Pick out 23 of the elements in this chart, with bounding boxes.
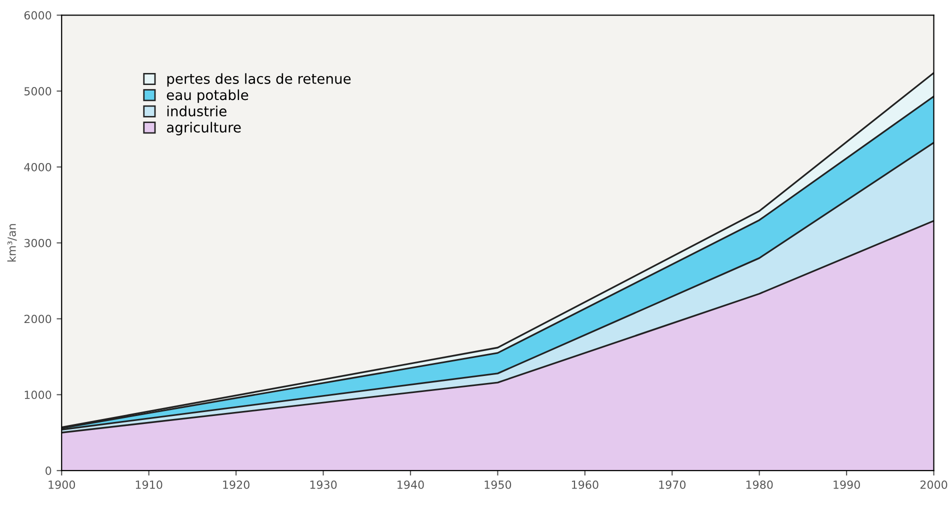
x-tick-label: 1970 [659, 480, 686, 489]
y-tick-label: 3000 [24, 238, 52, 248]
x-tick-label: 1960 [572, 480, 598, 489]
x-tick-label: 1900 [48, 480, 76, 489]
x-tick-label: 1990 [834, 480, 860, 489]
x-tick-label: 1940 [398, 480, 424, 489]
x-tick-label: 2000 [920, 480, 948, 489]
x-tick-label: 1930 [310, 480, 337, 489]
y-tick-label: 1000 [24, 390, 52, 400]
legend-label: eau potable [166, 89, 248, 103]
y-tick-label: 6000 [24, 11, 52, 20]
x-tick-label: 1980 [746, 480, 773, 489]
x-tick-label: 1920 [223, 480, 250, 489]
legend-label: pertes des lacs de retenue [167, 73, 351, 87]
y-axis-title: km³/an [7, 224, 17, 262]
y-tick-label: 4000 [24, 162, 52, 172]
x-tick-label: 1910 [136, 480, 162, 489]
legend-label: agriculture [166, 122, 241, 136]
y-tick-label: 2000 [24, 314, 52, 324]
legend-label: industrie [167, 106, 226, 116]
y-tick-label: 0 [46, 466, 52, 475]
x-tick-label: 1950 [484, 480, 512, 489]
y-tick-label: 5000 [24, 87, 52, 96]
